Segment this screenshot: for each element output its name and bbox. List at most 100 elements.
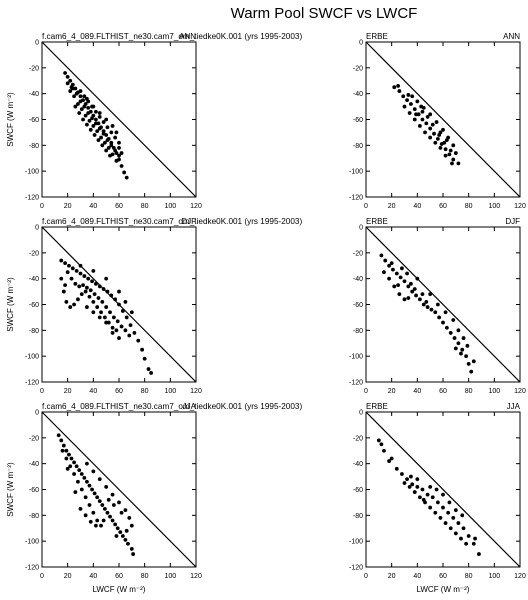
scatter-point <box>123 508 128 513</box>
scatter-point <box>97 499 102 504</box>
scatter-point <box>76 479 80 484</box>
scatter-point <box>392 284 397 289</box>
scatter-point <box>102 506 107 511</box>
scatter-panel-2: 0 20 40 60 80 100 120 0 -20 -40 -60 -80 -100 -120 ERBE… <box>349 32 526 210</box>
x-tick-label: 100 <box>488 388 500 395</box>
scatter-point <box>471 541 476 546</box>
scatter-point <box>447 500 452 505</box>
scatter-point <box>83 495 88 500</box>
x-tick-label: 100 <box>488 203 500 210</box>
scatter-point <box>379 253 384 258</box>
scatter-point <box>406 296 411 300</box>
x-axis-label: LWCF (W m⁻²) <box>93 585 146 594</box>
scatter-point <box>477 552 481 556</box>
scatter-point <box>65 74 70 79</box>
scatter-point <box>78 263 83 268</box>
scatter-point <box>428 135 433 140</box>
scatter-point <box>131 552 136 556</box>
scatter-point <box>113 135 118 140</box>
scatter-point <box>389 261 394 266</box>
x-tick-label: 120 <box>190 573 202 580</box>
scatter-point <box>425 115 430 119</box>
scatter-point <box>101 287 106 291</box>
scatter-point <box>59 276 64 281</box>
scatter-point <box>429 307 434 312</box>
scatter-point <box>420 487 425 492</box>
scatter-point <box>443 147 448 152</box>
scatter-point <box>91 300 96 304</box>
scatter-point <box>456 161 461 166</box>
one-to-one-line <box>365 226 521 383</box>
scatter-point <box>376 438 381 443</box>
scatter-point <box>433 310 438 315</box>
scatter-point <box>443 153 448 158</box>
scatter-point <box>110 325 115 330</box>
scatter-point <box>448 526 453 531</box>
x-tick-label: 0 <box>364 388 368 395</box>
x-axis-label: LWCF (W m⁻²) <box>417 585 470 594</box>
scatter-point <box>91 124 96 128</box>
y-tick-label: -80 <box>353 513 363 520</box>
scatter-point <box>105 510 110 515</box>
y-tick-label: -120 <box>349 380 363 387</box>
x-tick-label: 0 <box>40 388 44 395</box>
scatter-point <box>140 347 145 352</box>
scatter-point <box>65 81 70 86</box>
scatter-point <box>127 333 132 338</box>
scatter-point <box>407 485 412 489</box>
scatter-point <box>409 102 413 106</box>
scatter-point <box>90 487 94 492</box>
scatter-point <box>464 354 468 359</box>
scatter-point <box>97 315 102 320</box>
scatter-point <box>108 153 112 158</box>
scatter-point <box>97 284 102 289</box>
scatter-point <box>72 460 76 465</box>
scatter-point <box>405 271 409 276</box>
scatter-point <box>119 324 124 329</box>
scatter-point <box>443 521 448 525</box>
x-tick-label: 60 <box>115 203 123 210</box>
scatter-point <box>379 442 384 447</box>
scatter-point <box>92 133 97 137</box>
scatter-point <box>124 315 129 320</box>
panel-left-label: f.cam6_4_089.FLTHIST_ne30.cam7_om_tiedke… <box>42 217 302 226</box>
scatter-point <box>110 331 115 335</box>
scatter-point <box>382 448 386 453</box>
scatter-point <box>111 503 116 507</box>
x-tick-label: 60 <box>439 573 447 580</box>
scatter-point <box>76 102 80 106</box>
scatter-point <box>74 91 79 96</box>
x-tick-label: 120 <box>190 388 202 395</box>
scatter-point <box>117 146 121 150</box>
one-to-one-line <box>365 411 521 568</box>
scatter-point <box>113 522 118 527</box>
scatter-point <box>444 325 449 330</box>
scatter-point <box>435 136 440 141</box>
scatter-point <box>415 477 420 482</box>
scatter-point <box>92 491 97 496</box>
scatter-point <box>444 138 449 143</box>
scatter-point <box>410 94 415 99</box>
scatter-point <box>396 84 400 88</box>
scatter-point <box>466 534 471 538</box>
scatter-point <box>446 510 451 515</box>
panel-left-label: f.cam6_4_089.FLTHIST_ne30.cam7_om_tiedke… <box>42 32 302 41</box>
scatter-point <box>97 477 102 482</box>
scatter-point <box>108 310 112 315</box>
scatter-point <box>438 516 443 520</box>
scatter-point <box>104 276 109 281</box>
scatter-point <box>391 267 395 272</box>
scatter-point <box>100 143 105 148</box>
scatter-point <box>96 296 101 300</box>
scatter-point <box>68 464 73 469</box>
y-tick-label: 0 <box>35 410 39 417</box>
scatter-point <box>420 117 425 122</box>
scatter-point <box>443 310 448 315</box>
scatter-point <box>56 433 61 438</box>
scatter-point <box>117 500 121 505</box>
scatter-point <box>86 276 91 281</box>
scatter-point <box>72 302 76 307</box>
x-tick-label: 0 <box>40 573 44 580</box>
scatter-point <box>63 283 67 288</box>
